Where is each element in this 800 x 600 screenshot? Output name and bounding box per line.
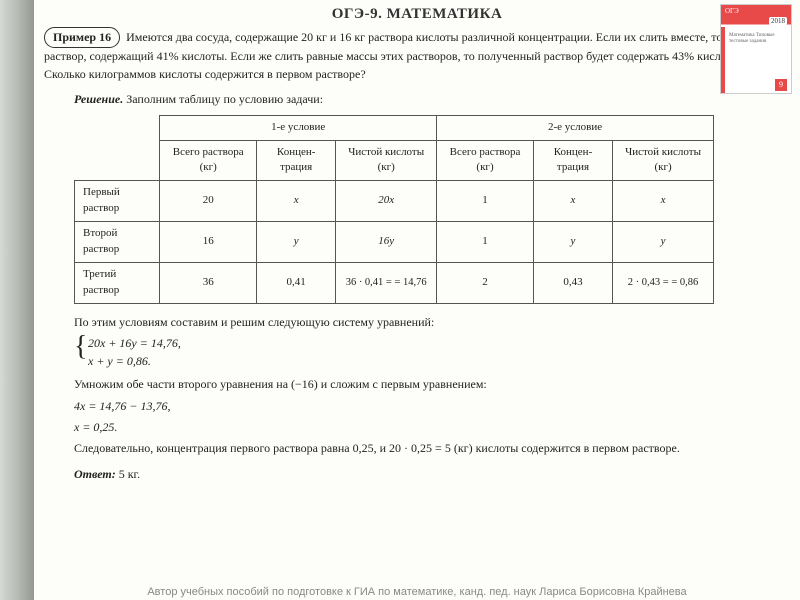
cell: 20 [160, 181, 257, 222]
table-row: Первый раствор 20 x 20x 1 x x [75, 181, 714, 222]
col-conc-1: Концен-трация [257, 140, 336, 181]
cell: 0,41 [257, 263, 336, 304]
brace-icon: { [74, 333, 87, 361]
table-corner [75, 115, 160, 140]
row-1-label: Первый раствор [75, 181, 160, 222]
slide-content: ОГЭ-9. МАТЕМАТИКА ОГЭ 2018 Математика Ти… [34, 0, 800, 600]
solution-label: Решение. [74, 92, 123, 106]
post-para-1: По этим условиям составим и решим следую… [74, 314, 770, 331]
row-3-label: Третий раствор [75, 263, 160, 304]
book-desc: Математика Типовые тестовые задания [729, 33, 787, 45]
problem-content: Пример 16Имеются два сосуда, содержащие … [34, 27, 800, 483]
book-stripe [721, 27, 725, 93]
book-label: ОГЭ [725, 7, 739, 15]
table-row: Третий раствор 36 0,41 36 · 0,41 = = 14,… [75, 263, 714, 304]
equation-1: 20x + 16y = 14,76, [88, 335, 770, 352]
problem-statement: Пример 16Имеются два сосуда, содержащие … [44, 27, 770, 83]
post-para-3: Следовательно, концентрация первого раст… [74, 440, 770, 457]
cell: 2 [437, 263, 534, 304]
table-group-1: 1-е условие [160, 115, 437, 140]
cell: 36 [160, 263, 257, 304]
book-year: 2018 [769, 17, 787, 25]
cell: 1 [437, 181, 534, 222]
solution-heading: Решение. Заполним таблицу по условию зад… [74, 91, 770, 108]
answer-label: Ответ: [74, 467, 116, 481]
table-corner [75, 140, 160, 181]
post-para-2: Умножим обе части второго уравнения на (… [74, 376, 770, 393]
table-row: Второй раствор 16 y 16y 1 y y [75, 222, 714, 263]
col-pure-2: Чистой кислоты (кг) [613, 140, 714, 181]
col-pure-1: Чистой кислоты (кг) [336, 140, 437, 181]
equation-3: 4x = 14,76 − 13,76, [74, 398, 770, 415]
equation-2: x + y = 0,86. [88, 353, 770, 370]
cell: 16y [336, 222, 437, 263]
cell: x [613, 181, 714, 222]
cell: 36 · 0,41 = = 14,76 [336, 263, 437, 304]
cell: y [533, 222, 612, 263]
cell: 2 · 0,43 = = 0,86 [613, 263, 714, 304]
cell: y [257, 222, 336, 263]
solution-table: 1-е условие 2-е условие Всего раствора (… [74, 115, 714, 304]
col-total-1: Всего раствора (кг) [160, 140, 257, 181]
row-2-label: Второй раствор [75, 222, 160, 263]
cell: 20x [336, 181, 437, 222]
cell: x [533, 181, 612, 222]
cell: 0,43 [533, 263, 612, 304]
cell: 1 [437, 222, 534, 263]
equation-4: x = 0,25. [74, 419, 770, 436]
slide-gradient-left [0, 0, 34, 600]
cell: x [257, 181, 336, 222]
answer-value: 5 кг. [119, 467, 140, 481]
answer-line: Ответ: 5 кг. [74, 466, 770, 483]
equation-system: { 20x + 16y = 14,76, x + y = 0,86. [74, 335, 770, 370]
table-group-2: 2-е условие [437, 115, 714, 140]
page-title: ОГЭ-9. МАТЕМАТИКА [34, 0, 800, 27]
cell: y [613, 222, 714, 263]
col-conc-2: Концен-трация [533, 140, 612, 181]
example-badge: Пример 16 [44, 27, 120, 48]
cell: 16 [160, 222, 257, 263]
col-total-2: Всего раствора (кг) [437, 140, 534, 181]
book-grade: 9 [775, 79, 787, 91]
book-cover-thumbnail: ОГЭ 2018 Математика Типовые тестовые зад… [720, 4, 792, 94]
solution-intro: Заполним таблицу по условию задачи: [126, 92, 323, 106]
slide-footer: Автор учебных пособий по подготовке к ГИ… [34, 586, 800, 598]
problem-text: Имеются два сосуда, содержащие 20 кг и 1… [44, 30, 770, 81]
